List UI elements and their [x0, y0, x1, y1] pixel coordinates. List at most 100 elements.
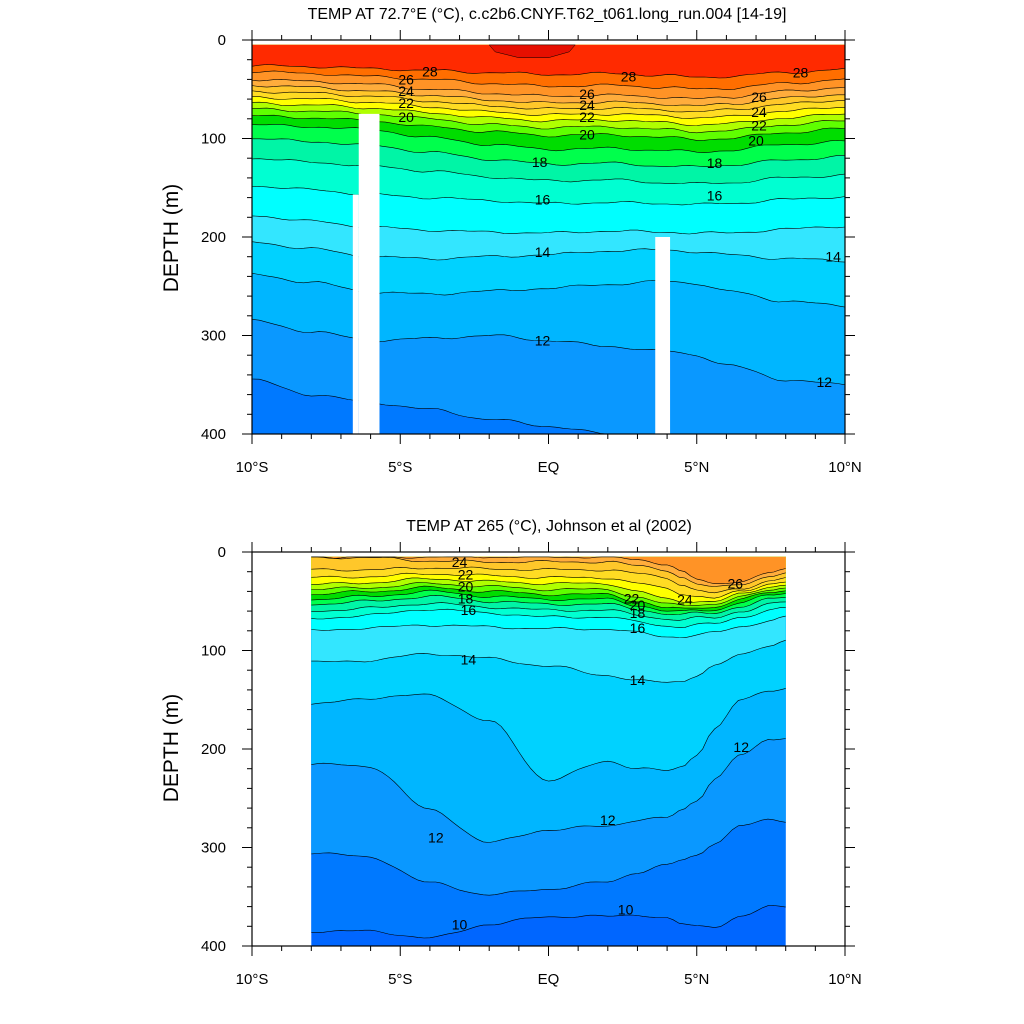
y-tick-label: 200 — [201, 229, 226, 246]
isotherm-12C — [311, 738, 786, 843]
contour-label: 22 — [624, 590, 640, 606]
x-tick-label: 10°S — [236, 971, 269, 988]
isotherm-26C — [252, 78, 845, 99]
isotherm-22C — [311, 577, 786, 603]
contour-label: 12 — [535, 332, 551, 348]
y-tick-label: 200 — [201, 741, 226, 758]
isotherm-13C — [311, 688, 786, 782]
isotherm-23C — [311, 572, 786, 599]
x-tick-label: 10°N — [828, 459, 862, 476]
contour-label: 14 — [825, 249, 841, 265]
x-tick-label: EQ — [538, 971, 560, 988]
contour-label: 22 — [751, 118, 767, 134]
isotherm-11C — [252, 378, 845, 434]
isotherm-15C — [311, 615, 786, 639]
bottom-panel-observed-temperature: TEMP AT 265 (°C), Johnson et al (2002) D… — [160, 518, 862, 988]
isotherm-24C — [311, 566, 786, 594]
top-panel-y-axis-label: DEPTH (m) — [160, 184, 183, 293]
contour-label: 20 — [458, 578, 474, 594]
contour-label: 14 — [461, 651, 477, 667]
y-tick-label: 100 — [201, 131, 226, 148]
isotherm-19C — [311, 589, 786, 612]
missing-data-column — [655, 237, 671, 434]
isotherm-14C — [252, 241, 845, 263]
contour-label: 20 — [398, 109, 414, 125]
isotherm-23C — [252, 96, 845, 119]
contour-label: 22 — [398, 95, 414, 111]
top-panel-model-temperature: TEMP AT 72.7°E (°C), c.c2b6.CNYF.T62_t06… — [160, 6, 862, 476]
x-tick-label: 5°S — [388, 971, 412, 988]
isotherm-18C — [311, 594, 786, 616]
contour-label: 18 — [707, 155, 723, 171]
isotherm-28C — [252, 64, 845, 79]
isotherm-19C — [252, 124, 845, 154]
isotherm-20C — [311, 585, 786, 609]
top-panel-plot-area: 2826242220282624222018161412282624222018… — [201, 30, 862, 476]
isotherm-20C — [252, 114, 845, 141]
contour-label: 16 — [535, 192, 551, 208]
y-tick-label: 300 — [201, 840, 226, 857]
contour-label: 16 — [630, 620, 646, 636]
isotherm-25C — [311, 556, 786, 587]
contour-label: 26 — [579, 86, 595, 102]
y-tick-label: 300 — [201, 328, 226, 345]
band-26C — [311, 556, 786, 584]
isotherm-16C — [252, 186, 845, 206]
contour-label: 12 — [600, 812, 616, 828]
contour-label: 18 — [532, 154, 548, 170]
y-tick-label: 0 — [218, 544, 226, 561]
isotherm-16C — [311, 607, 786, 629]
contour-label: 16 — [707, 188, 723, 204]
isotherm-11C — [311, 818, 786, 896]
isotherm-12C — [252, 319, 845, 386]
contour-label: 12 — [816, 374, 832, 390]
contour-label: 24 — [452, 554, 468, 570]
contour-label: 18 — [458, 590, 474, 606]
contour-label: 24 — [677, 591, 693, 607]
contour-label: 20 — [579, 127, 595, 143]
contour-label: 10 — [452, 916, 468, 932]
band-29C — [488, 44, 576, 58]
y-tick-label: 0 — [218, 32, 226, 49]
isotherm-10C — [311, 905, 786, 939]
x-tick-label: 10°S — [236, 459, 269, 476]
missing-data-column — [358, 113, 380, 434]
contour-label: 28 — [621, 68, 637, 84]
contour-label: 28 — [422, 64, 438, 80]
contour-label: 16 — [461, 602, 477, 618]
x-tick-label: 5°N — [684, 971, 709, 988]
missing-data-column — [352, 194, 359, 434]
isotherm-24C — [252, 90, 845, 113]
contour-label: 10 — [618, 902, 634, 918]
isotherm-22C — [252, 101, 845, 127]
contour-label: 22 — [458, 567, 474, 583]
contour-label: 22 — [579, 109, 595, 125]
y-tick-label: 400 — [201, 426, 226, 443]
isotherm-25C — [252, 85, 845, 106]
bottom-panel-title: TEMP AT 265 (°C), Johnson et al (2002) — [406, 518, 692, 535]
contour-label: 14 — [535, 244, 551, 260]
bottom-panel-plot-area: 2422201816141210222018161412102426120100… — [201, 542, 862, 988]
y-tick-label: 100 — [201, 643, 226, 660]
x-tick-label: EQ — [538, 459, 560, 476]
band-28C — [252, 44, 845, 78]
top-panel-title: TEMP AT 72.7°E (°C), c.c2b6.CNYF.T62_t06… — [308, 6, 787, 23]
contour-label: 26 — [751, 89, 767, 105]
isotherm-18C — [252, 138, 845, 167]
contour-label: 20 — [630, 597, 646, 613]
y-tick-label: 400 — [201, 938, 226, 955]
contour-label: 26 — [398, 71, 414, 87]
contour-label: 28 — [793, 65, 809, 81]
isotherm-15C — [252, 215, 845, 235]
x-tick-label: 10°N — [828, 971, 862, 988]
isotherm-21C — [311, 582, 786, 607]
isotherm-26C — [311, 556, 786, 584]
isotherm-17C — [311, 601, 786, 621]
contour-label: 24 — [398, 83, 414, 99]
isotherm-14C — [311, 639, 786, 683]
contour-label: 14 — [630, 672, 646, 688]
isotherm-17C — [252, 158, 845, 185]
isotherm-27C — [252, 70, 845, 91]
x-tick-label: 5°N — [684, 459, 709, 476]
